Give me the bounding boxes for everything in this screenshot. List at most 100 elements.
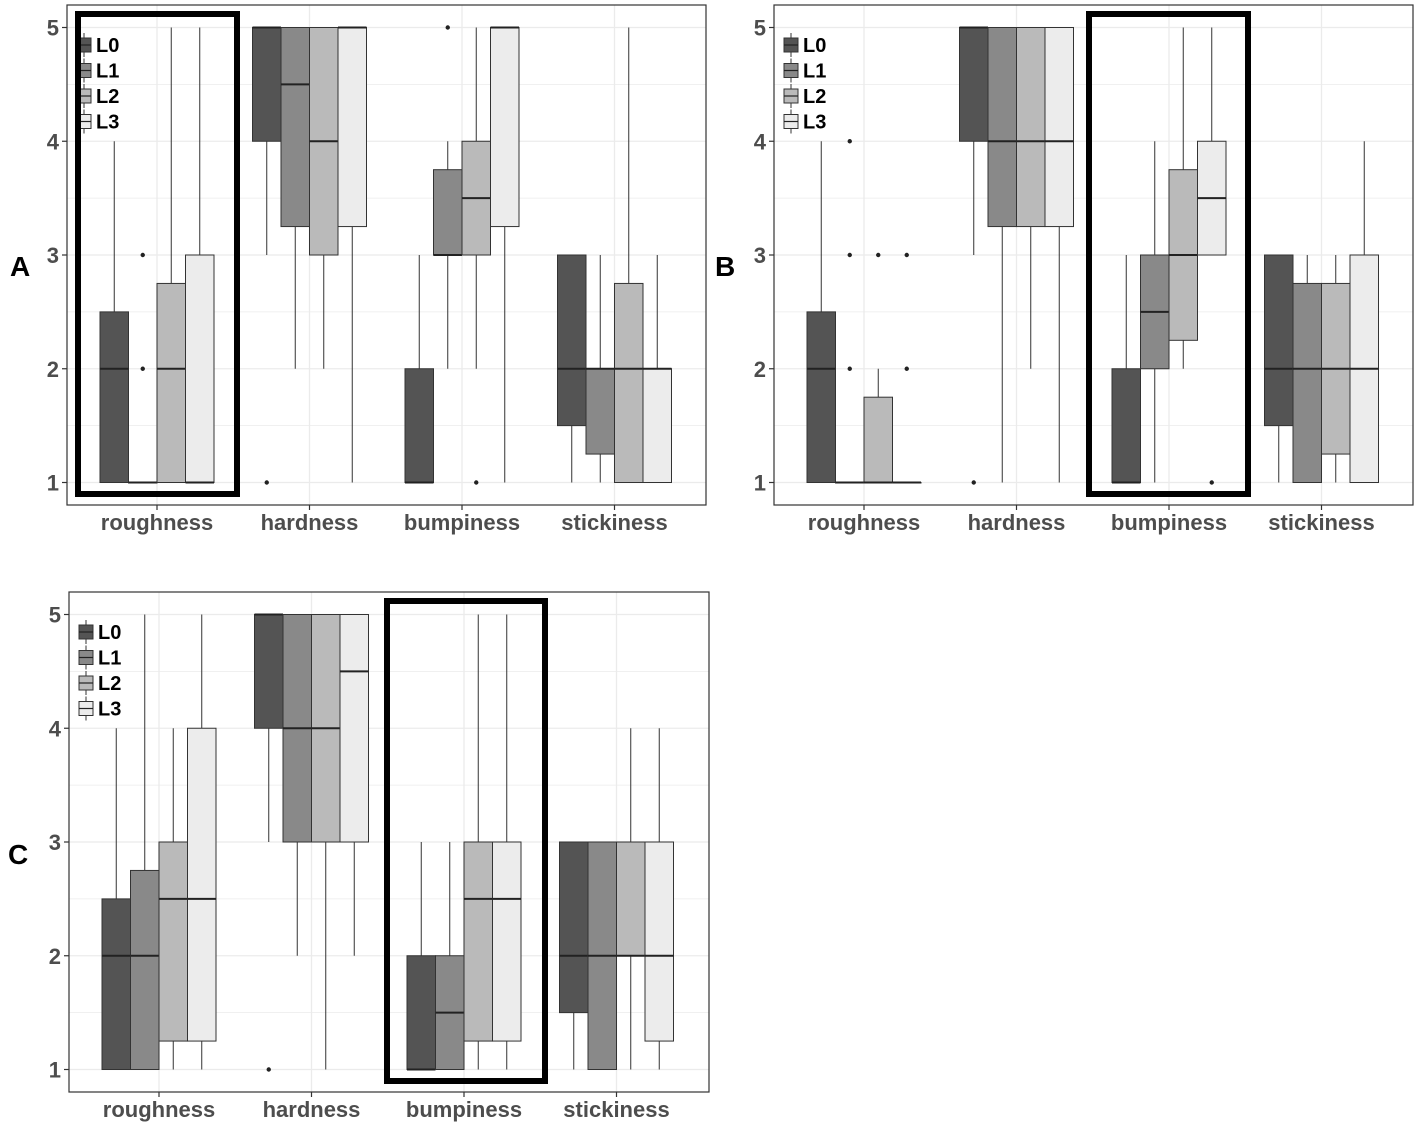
box-body	[158, 841, 188, 1042]
x-tick-label-stickiness: stickiness	[1268, 510, 1374, 535]
legend-label-l0: L0	[96, 35, 119, 57]
box-body	[187, 727, 217, 1042]
outlier-point	[847, 252, 852, 258]
outlier-point	[876, 252, 881, 258]
box-bumpiness-l1	[433, 25, 463, 369]
box-body	[254, 614, 284, 729]
box-body	[1044, 27, 1074, 228]
box-bumpiness-l0	[1111, 255, 1141, 484]
x-tick-label-roughness: roughness	[808, 510, 920, 535]
box-body	[863, 396, 893, 483]
box-roughness-l3	[892, 252, 922, 484]
box-stickiness-l2	[616, 728, 646, 1070]
box-hardness-l3	[339, 614, 369, 956]
box-stickiness-l3	[644, 728, 674, 1070]
box-hardness-l2	[309, 27, 339, 369]
x-tick-label-roughness: roughness	[101, 510, 213, 535]
box-hardness-l2	[1016, 27, 1046, 369]
box-body	[404, 368, 434, 483]
box-body	[463, 841, 493, 1042]
y-tick-label: 3	[49, 830, 61, 855]
box-roughness-l0	[99, 141, 129, 483]
box-stickiness-l3	[1349, 141, 1379, 483]
legend-label-l1: L1	[96, 61, 119, 83]
box-stickiness-l2	[614, 27, 644, 483]
box-body	[1264, 254, 1294, 427]
box-body	[642, 368, 672, 483]
y-tick-label: 5	[49, 603, 61, 628]
box-hardness-l0	[254, 613, 284, 1072]
box-body	[585, 368, 615, 455]
box-bumpiness-l2	[461, 27, 491, 485]
box-body	[156, 282, 186, 483]
legend-label-l1: L1	[98, 648, 121, 670]
box-roughness-l0	[806, 141, 836, 483]
x-tick-label-bumpiness: bumpiness	[1111, 510, 1227, 535]
box-body	[492, 841, 522, 1042]
box-hardness-l1	[987, 27, 1017, 483]
box-body	[252, 27, 282, 142]
box-roughness-l2	[156, 27, 186, 483]
y-tick-label: 1	[49, 1058, 61, 1083]
outlier-point	[904, 366, 909, 371]
y-tick-label: 5	[47, 16, 59, 41]
box-hardness-l0	[959, 26, 989, 485]
y-tick-label: 3	[754, 243, 766, 268]
highlight-box-bumpiness	[1086, 11, 1251, 497]
legend-label-l2: L2	[96, 86, 119, 108]
box-bumpiness-l0	[406, 842, 436, 1071]
outlier-point	[140, 366, 145, 371]
box-body	[337, 27, 367, 228]
legend-label-l2: L2	[98, 673, 121, 695]
legend-label-l3: L3	[96, 112, 119, 134]
legend: L0 L1 L2 L3	[78, 620, 121, 721]
outlier-point	[445, 25, 450, 30]
box-body	[959, 27, 989, 142]
legend-label-l3: L3	[803, 112, 826, 134]
box-roughness-l3	[187, 614, 217, 1070]
box-body	[99, 311, 129, 483]
y-tick-label: 4	[754, 129, 767, 154]
y-tick-label: 3	[47, 243, 59, 268]
box-body	[280, 27, 310, 228]
y-tick-label: 2	[47, 357, 59, 382]
outlier-point	[1209, 480, 1214, 485]
box-body	[987, 27, 1017, 228]
box-hardness-l3	[1044, 27, 1074, 483]
x-tick-label-hardness: hardness	[968, 510, 1066, 535]
box-body	[614, 282, 644, 483]
highlight-box-roughness	[75, 11, 240, 497]
y-tick-label: 1	[47, 471, 59, 496]
box-stickiness-l1	[587, 841, 617, 1070]
y-tick-label: 5	[754, 16, 766, 41]
outlier-point	[847, 139, 852, 144]
box-hardness-l2	[311, 614, 341, 1070]
y-tick-label: 4	[49, 716, 62, 741]
box-body	[433, 169, 463, 256]
box-stickiness-l0	[559, 841, 589, 1070]
box-body	[101, 898, 131, 1070]
box-body	[559, 841, 589, 1014]
x-tick-label-bumpiness: bumpiness	[406, 1097, 522, 1122]
y-tick-label: 2	[49, 944, 61, 969]
box-bumpiness-l3	[1197, 27, 1227, 485]
box-hardness-l1	[280, 27, 310, 369]
x-tick-label-hardness: hardness	[261, 510, 359, 535]
box-stickiness-l3	[642, 255, 672, 483]
box-roughness-l2	[158, 728, 188, 1070]
highlight-box-bumpiness	[384, 598, 548, 1084]
box-stickiness-l0	[1264, 254, 1294, 483]
legend-label-l0: L0	[803, 35, 826, 57]
outlier-point	[474, 480, 479, 485]
box-body	[557, 254, 587, 427]
box-stickiness-l1	[585, 255, 615, 483]
outlier-point	[847, 366, 852, 371]
outlier-point	[971, 480, 976, 485]
box-body	[616, 841, 646, 957]
box-body	[185, 254, 215, 483]
box-body	[130, 869, 160, 1070]
box-body	[406, 955, 436, 1070]
x-tick-label-roughness: roughness	[103, 1097, 215, 1122]
outlier-point	[904, 252, 909, 258]
